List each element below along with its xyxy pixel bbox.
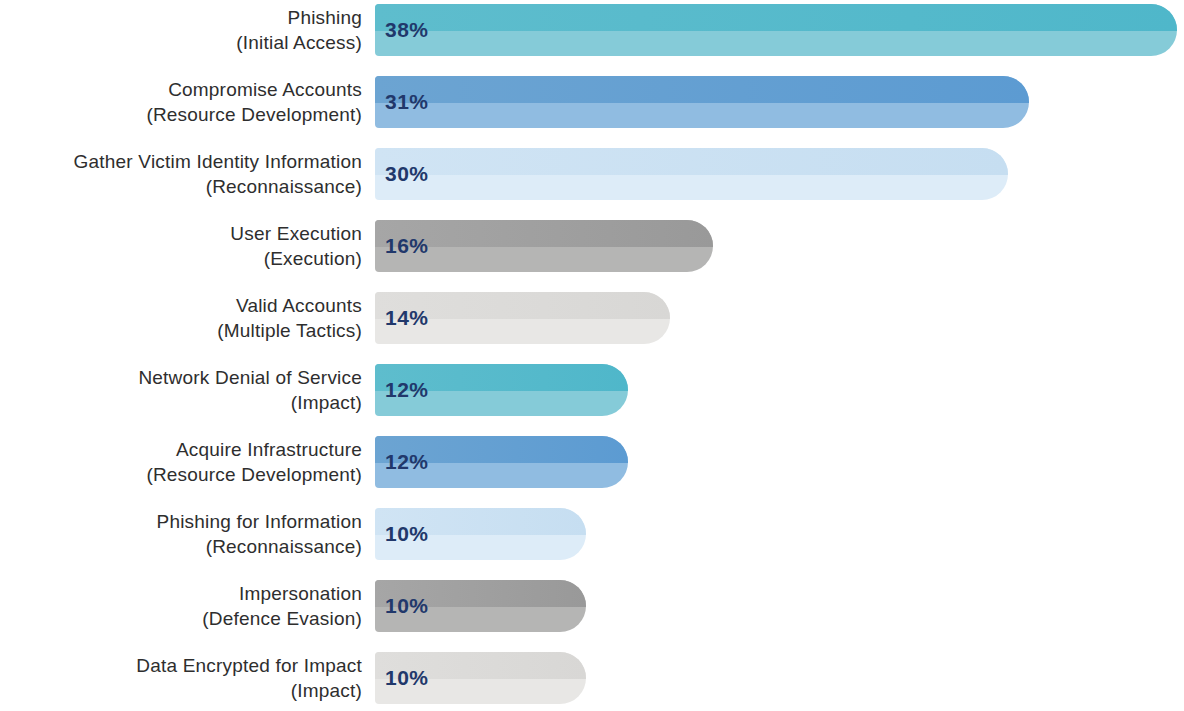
bar-track: 12%	[375, 436, 1184, 488]
chart-row: Phishing for Information (Reconnaissance…	[0, 508, 1184, 560]
bar-value-label: 16%	[385, 234, 429, 258]
category-technique-label: Acquire Infrastructure	[0, 437, 362, 462]
bar-track: 38%	[375, 4, 1184, 56]
chart-row: Compromise Accounts (Resource Developmen…	[0, 76, 1184, 128]
bar-value-label: 14%	[385, 306, 429, 330]
bar-track: 30%	[375, 148, 1184, 200]
bar: 10%	[375, 652, 586, 704]
bar-track: 10%	[375, 652, 1184, 704]
category-tactic-label: (Impact)	[0, 678, 362, 703]
category-technique-label: Gather Victim Identity Information	[0, 149, 362, 174]
bar-value-label: 12%	[385, 378, 429, 402]
bar: 38%	[375, 4, 1177, 56]
bar: 10%	[375, 580, 586, 632]
category-label: Data Encrypted for Impact (Impact)	[0, 653, 375, 703]
category-tactic-label: (Reconnaissance)	[0, 174, 362, 199]
category-label: Valid Accounts (Multiple Tactics)	[0, 293, 375, 343]
bar-value-label: 12%	[385, 450, 429, 474]
chart-row: User Execution (Execution) 16%	[0, 220, 1184, 272]
category-label: Impersonation (Defence Evasion)	[0, 581, 375, 631]
category-technique-label: Impersonation	[0, 581, 362, 606]
chart-row: Gather Victim Identity Information (Reco…	[0, 148, 1184, 200]
attack-techniques-bar-chart: Phishing (Initial Access) 38% Compromise…	[0, 0, 1184, 704]
category-technique-label: Phishing	[0, 5, 362, 30]
bar: 14%	[375, 292, 670, 344]
category-tactic-label: (Execution)	[0, 246, 362, 271]
category-label: Compromise Accounts (Resource Developmen…	[0, 77, 375, 127]
category-tactic-label: (Initial Access)	[0, 30, 362, 55]
bar: 31%	[375, 76, 1029, 128]
chart-row: Network Denial of Service (Impact) 12%	[0, 364, 1184, 416]
category-label: Phishing (Initial Access)	[0, 5, 375, 55]
category-label: Network Denial of Service (Impact)	[0, 365, 375, 415]
chart-row: Phishing (Initial Access) 38%	[0, 4, 1184, 56]
category-tactic-label: (Resource Development)	[0, 102, 362, 127]
category-tactic-label: (Reconnaissance)	[0, 534, 362, 559]
category-label: User Execution (Execution)	[0, 221, 375, 271]
bar-value-label: 10%	[385, 666, 429, 690]
bar-track: 10%	[375, 508, 1184, 560]
category-label: Phishing for Information (Reconnaissance…	[0, 509, 375, 559]
bar: 10%	[375, 508, 586, 560]
chart-row: Data Encrypted for Impact (Impact) 10%	[0, 652, 1184, 704]
bar-track: 14%	[375, 292, 1184, 344]
category-technique-label: Compromise Accounts	[0, 77, 362, 102]
bar: 16%	[375, 220, 713, 272]
category-technique-label: Phishing for Information	[0, 509, 362, 534]
category-label: Acquire Infrastructure (Resource Develop…	[0, 437, 375, 487]
category-technique-label: User Execution	[0, 221, 362, 246]
category-tactic-label: (Defence Evasion)	[0, 606, 362, 631]
chart-row: Acquire Infrastructure (Resource Develop…	[0, 436, 1184, 488]
category-tactic-label: (Multiple Tactics)	[0, 318, 362, 343]
bar-track: 10%	[375, 580, 1184, 632]
bar-track: 31%	[375, 76, 1184, 128]
bar-value-label: 10%	[385, 594, 429, 618]
bar-value-label: 38%	[385, 18, 429, 42]
bar-value-label: 31%	[385, 90, 429, 114]
category-technique-label: Network Denial of Service	[0, 365, 362, 390]
chart-row: Impersonation (Defence Evasion) 10%	[0, 580, 1184, 632]
chart-row: Valid Accounts (Multiple Tactics) 14%	[0, 292, 1184, 344]
category-label: Gather Victim Identity Information (Reco…	[0, 149, 375, 199]
category-technique-label: Data Encrypted for Impact	[0, 653, 362, 678]
bar-track: 16%	[375, 220, 1184, 272]
category-tactic-label: (Impact)	[0, 390, 362, 415]
bar-track: 12%	[375, 364, 1184, 416]
bar: 30%	[375, 148, 1008, 200]
category-technique-label: Valid Accounts	[0, 293, 362, 318]
category-tactic-label: (Resource Development)	[0, 462, 362, 487]
bar-value-label: 30%	[385, 162, 429, 186]
bar: 12%	[375, 436, 628, 488]
bar: 12%	[375, 364, 628, 416]
bar-value-label: 10%	[385, 522, 429, 546]
